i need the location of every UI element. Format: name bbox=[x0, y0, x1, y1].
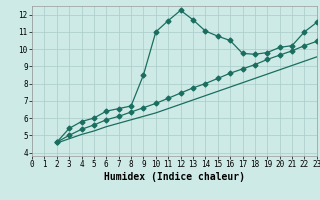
X-axis label: Humidex (Indice chaleur): Humidex (Indice chaleur) bbox=[104, 172, 245, 182]
